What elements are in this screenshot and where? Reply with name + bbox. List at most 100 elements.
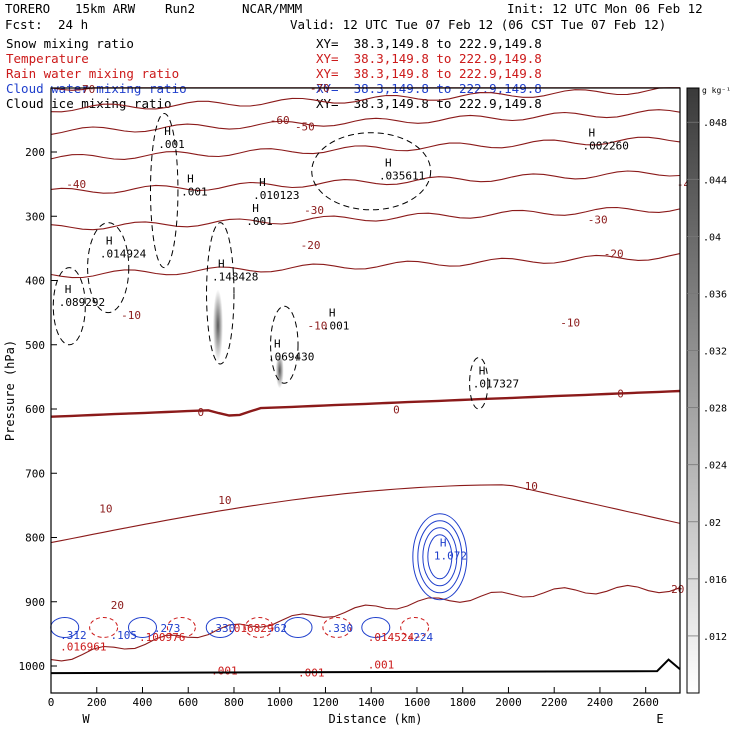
colorbar-tick-label: .044 [703, 175, 727, 186]
surface-value: .330 [209, 622, 236, 635]
maximum-marker: H [65, 283, 72, 296]
colorbar-tick-label: .036 [703, 289, 727, 300]
snow-contour-2 [52, 267, 86, 346]
maximum-marker: H [329, 306, 336, 319]
x-tick-label: 1000 [266, 696, 293, 709]
maximum-value: .089292 [59, 296, 105, 309]
plot-border [50, 87, 681, 694]
low-contour-2 [127, 616, 157, 638]
snow-shading-0 [212, 289, 223, 362]
isotherm-label: 0 [198, 406, 205, 419]
cloud-water-contour-1 [422, 527, 458, 587]
y-tick-label: 1000 [19, 660, 46, 673]
low-contour-3 [166, 616, 196, 638]
isotherm-minus10 [50, 253, 681, 279]
resolution: 15km ARW [75, 1, 136, 16]
low-contour-8 [361, 616, 391, 638]
field-xy-cloud-ice: XY= 38.3,149.8 to 222.9,149.8 [316, 96, 542, 111]
isotherm-label: -10 [308, 319, 328, 332]
axes: 0 200 400 600 800 1000 1200 1400 1600 1800 2000 220… [3, 146, 664, 726]
maximum-value: .002260 [583, 139, 629, 152]
contour-labels: -70-70-60-50-40-40-30-30-20-20-10-10-100… [59, 82, 697, 680]
surface-value: .014524 [368, 631, 415, 644]
x-tick-label: 200 [87, 696, 107, 709]
header: TORERO 15km ARW Run2 NCAR/MMM Init: 12 U… [0, 0, 740, 115]
fcst-label: Fcst: [5, 17, 43, 32]
maximum-value: .001 [323, 319, 350, 332]
low-contour-1 [89, 616, 119, 638]
east-label: E [656, 712, 663, 726]
field-xy-temperature: XY= 38.3,149.8 to 222.9,149.8 [316, 51, 542, 66]
low-contour-6 [283, 616, 313, 638]
x-tick-label: 2600 [632, 696, 659, 709]
plot-frame [50, 87, 681, 694]
isotherm-label: -20 [604, 248, 624, 261]
surface-value: .273 [154, 622, 181, 635]
source-label: NCAR/MMM [242, 1, 303, 16]
y-tick-label: 700 [25, 467, 45, 480]
isotherm-label: -60 [270, 114, 290, 127]
isotherm-label: -70 [75, 83, 95, 96]
colorbar-tick-label: .032 [703, 347, 727, 358]
surface-value: .312 [60, 629, 87, 642]
maximum-marker: H [187, 173, 194, 186]
isotherm-label: 20 [111, 599, 124, 612]
colorbar-tick-label: .02 [703, 518, 721, 529]
isotherm-label: -10 [121, 309, 141, 322]
x-tick-label: 0 [48, 696, 55, 709]
y-tick-label: 800 [25, 532, 45, 545]
surface-value: .105 [110, 629, 136, 642]
maximum-marker: H [274, 338, 281, 351]
snow-contour-3 [206, 222, 235, 365]
isotherm-label: 10 [525, 480, 538, 493]
x-tick-label: 2200 [541, 696, 568, 709]
isotherm-label: -50 [295, 120, 315, 133]
isotherm-label: 0 [617, 388, 624, 401]
field-name-temperature: Temperature [6, 51, 89, 66]
maximum-value: .014924 [100, 247, 147, 260]
colorbar-tick-label: .048 [703, 118, 727, 129]
terrain-line [50, 658, 681, 675]
isotherm-minus20 [50, 206, 681, 231]
field-name-snow: Snow mixing ratio [6, 36, 134, 51]
low-contour-4 [205, 616, 235, 638]
x-tick-label: 1800 [449, 696, 476, 709]
cloud-water-contour-3 [412, 513, 468, 601]
maximum-value: .017327 [473, 378, 519, 391]
temperature-isotherms [50, 87, 681, 662]
colorbar-tick-label: .024 [703, 461, 727, 472]
maximum-marker: H [589, 126, 596, 139]
cloud-water-contour-0 [427, 534, 453, 580]
y-tick-label: 500 [25, 339, 45, 352]
surface-value: .016961 [60, 641, 106, 654]
surface-value: .62 [267, 622, 287, 635]
isotherm-label: -40 [66, 178, 86, 191]
maximum-marker: H [164, 125, 171, 138]
y-axis-label: Pressure (hPa) [3, 340, 17, 441]
maximum-marker: H [252, 202, 259, 215]
isotherm-label: -20 [301, 239, 321, 252]
maximum-marker: H [479, 365, 486, 378]
snow-contour-5 [311, 132, 432, 211]
x-tick-label: 1400 [358, 696, 385, 709]
field-name-rain: Rain water mixing ratio [6, 66, 180, 81]
x-tick-label: 1600 [404, 696, 431, 709]
isotherm-label: 10 [218, 494, 231, 507]
maximum-value: .001 [246, 215, 273, 228]
colorbar-unit: g kg⁻¹ [702, 86, 731, 95]
surface-value: .001 [368, 659, 395, 672]
y-tick-label: 300 [25, 210, 45, 223]
low-contour-5 [244, 616, 274, 638]
y-tick-label: 200 [25, 146, 45, 159]
isotherm-minus30 [50, 170, 681, 194]
x-tick-label: 2400 [587, 696, 614, 709]
maximum-value: .001 [181, 186, 208, 199]
run-label: Run2 [165, 1, 196, 16]
maximum-marker: H [106, 234, 113, 247]
colorbar-tick-label: .04 [703, 232, 721, 243]
isotherm-0 [50, 389, 681, 418]
isotherm-20 [50, 584, 681, 662]
isotherm-minus60 [50, 87, 680, 113]
west-label: W [82, 712, 90, 726]
